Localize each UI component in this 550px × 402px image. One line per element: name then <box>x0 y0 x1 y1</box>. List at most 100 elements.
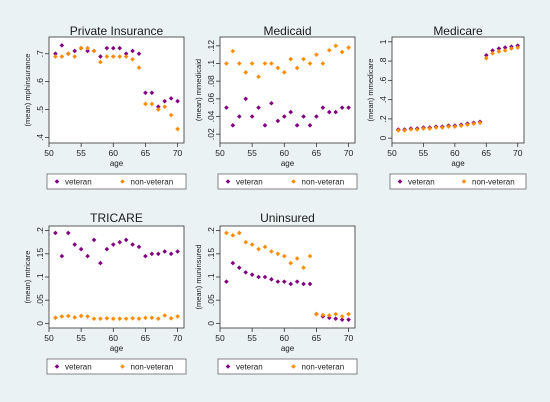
veteran-point <box>294 279 300 284</box>
legend-marker-veteran <box>225 179 231 184</box>
veteran-point <box>269 277 274 282</box>
x-tick-label: 55 <box>247 333 257 343</box>
x-tick-label: 60 <box>280 333 290 343</box>
non-veteran-point <box>320 312 326 318</box>
non-veteran-point <box>149 315 155 321</box>
non-veteran-point <box>65 51 71 57</box>
veteran-point <box>53 230 58 236</box>
veteran-point <box>104 45 110 51</box>
x-tick-label: 60 <box>109 333 119 343</box>
veteran-point <box>262 123 268 128</box>
y-axis-label: (mean) mtricare <box>23 251 32 304</box>
y-tick-label: 0 <box>35 321 45 326</box>
chart-title: Private Insurance <box>70 24 164 38</box>
non-veteran-point <box>123 54 129 59</box>
chart-2: Medicare 0 .2 .4 .6 .8 1 50 55 60 65 70 age (mean) mm… <box>366 24 527 190</box>
y-tick-label: .05 <box>206 294 216 306</box>
non-veteran-point <box>249 242 255 247</box>
non-veteran-point <box>149 101 155 107</box>
veteran-point <box>333 109 339 115</box>
non-veteran-point <box>85 45 90 51</box>
x-axis-label: age <box>110 159 124 168</box>
y-axis-label: (mean) mmedicare <box>366 59 375 122</box>
veteran-point <box>326 109 332 115</box>
y-tick-label: .1 <box>206 60 216 67</box>
veteran-point <box>256 105 261 110</box>
non-veteran-point <box>333 43 339 49</box>
legend-box <box>217 358 358 375</box>
non-veteran-point <box>117 316 123 322</box>
veteran-point <box>117 239 123 245</box>
non-veteran-point <box>110 54 116 59</box>
veteran-point <box>243 270 249 275</box>
x-tick-label: 50 <box>387 148 397 158</box>
veteran-point <box>483 53 489 58</box>
non-veteran-point <box>515 45 521 50</box>
y-tick-label: .5 <box>35 106 45 113</box>
y-tick-label: .1 <box>206 273 216 280</box>
chart-3: TRICARE 0 .05 .1 .15 .2 50 55 60 65 70 age (mean) mt… <box>23 211 187 375</box>
y-tick-label: .15 <box>206 248 216 260</box>
veteran-point <box>175 98 180 104</box>
x-tick-label: 65 <box>312 148 322 158</box>
y-tick-label: .04 <box>206 110 216 122</box>
non-veteran-point <box>130 315 135 321</box>
veteran-point <box>496 46 502 51</box>
non-veteran-point <box>143 101 148 107</box>
non-veteran-point <box>78 313 84 319</box>
veteran-point <box>275 118 281 124</box>
non-veteran-point <box>236 230 242 236</box>
non-veteran-point <box>262 244 268 250</box>
x-tick-label: 70 <box>344 333 354 343</box>
non-veteran-point <box>91 316 97 322</box>
veteran-point <box>136 51 142 57</box>
veteran-point <box>249 114 255 119</box>
non-veteran-point <box>117 54 123 59</box>
non-veteran-point <box>104 54 110 59</box>
non-veteran-point <box>339 314 345 319</box>
non-veteran-point <box>155 107 161 112</box>
y-tick-label: .4 <box>378 96 388 103</box>
chart-title: Medicaid <box>263 24 311 38</box>
non-veteran-point <box>294 256 300 261</box>
y-tick-label: .4 <box>35 134 45 141</box>
non-veteran-point <box>162 104 168 110</box>
non-veteran-point <box>175 126 180 132</box>
non-veteran-point <box>395 128 401 133</box>
veteran-point <box>262 274 268 280</box>
veteran-point <box>301 281 306 287</box>
y-tick-label: .15 <box>35 248 45 260</box>
veteran-point <box>346 317 351 322</box>
veteran-point <box>72 48 78 54</box>
non-veteran-point <box>53 315 58 321</box>
non-veteran-point <box>130 57 135 62</box>
legend-label-non-veteran: non-veteran <box>302 363 345 372</box>
y-tick-label: .1 <box>35 273 45 280</box>
non-veteran-point <box>53 54 58 59</box>
plot-area <box>48 225 185 329</box>
veteran-point <box>346 105 351 110</box>
legend-label-veteran: veteran <box>236 178 263 187</box>
veteran-point <box>162 249 168 254</box>
plot-area <box>219 36 356 144</box>
legend-box <box>217 173 358 190</box>
x-tick-label: 60 <box>280 148 290 158</box>
non-veteran-point <box>224 61 229 66</box>
non-veteran-point <box>439 125 445 130</box>
veteran-point <box>224 279 229 284</box>
y-tick-label: 0 <box>206 321 216 326</box>
y-tick-label: .06 <box>206 93 216 105</box>
veteran-point <box>168 251 174 257</box>
veteran-point <box>224 105 229 110</box>
non-veteran-point <box>269 61 274 66</box>
veteran-point <box>155 251 161 257</box>
veteran-point <box>91 237 97 243</box>
non-veteran-point <box>320 61 326 66</box>
legend-label-veteran: veteran <box>236 363 263 372</box>
legend-label-veteran: veteran <box>408 178 435 187</box>
x-axis-label: age <box>451 159 465 168</box>
non-veteran-point <box>301 56 306 62</box>
non-veteran-point <box>307 253 313 259</box>
non-veteran-point <box>230 48 236 54</box>
veteran-point <box>281 114 287 119</box>
